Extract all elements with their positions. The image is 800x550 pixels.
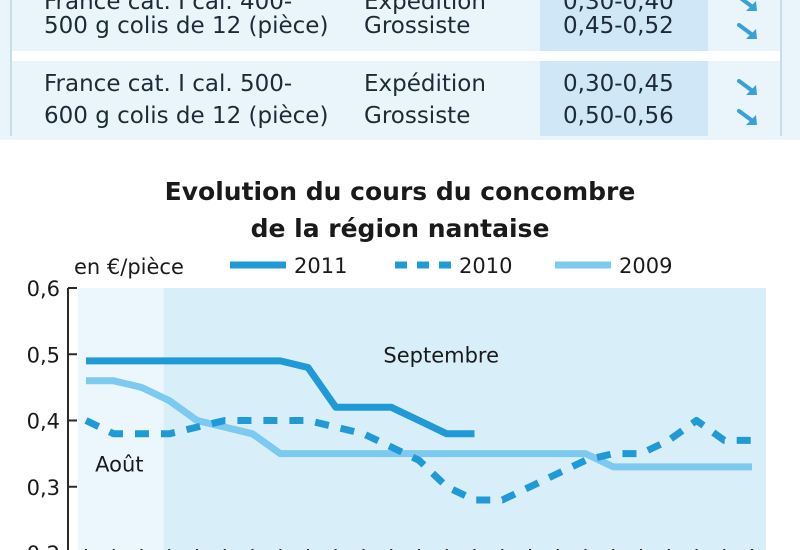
down-right-arrow-icon xyxy=(737,23,757,39)
series-lines xyxy=(84,357,752,504)
row1-price1: 0,30-0,40 xyxy=(563,0,674,15)
row2-stage1: Expédition xyxy=(364,71,486,97)
y-tick-label: 0,5 xyxy=(27,343,60,367)
down-right-arrow-icon xyxy=(739,0,757,11)
table-right-edge xyxy=(780,0,782,136)
row-separator xyxy=(10,51,782,61)
legend-label-2011: 2011 xyxy=(294,254,347,278)
period-label: Août xyxy=(95,453,143,477)
price-column-band xyxy=(540,0,708,136)
chart-title-line1: Evolution du cours du concombre xyxy=(164,177,636,206)
row2-stage2: Grossiste xyxy=(364,103,471,129)
period-label: Septembre xyxy=(383,343,499,367)
series-line-2009 xyxy=(86,377,752,471)
series-line-2011 xyxy=(86,357,475,438)
chart-title-line2: de la région nantaise xyxy=(250,214,550,243)
y-tick-label: 0,3 xyxy=(27,476,60,500)
unit-label: en €/pièce xyxy=(74,255,184,279)
row1-price2: 0,45-0,52 xyxy=(563,13,674,39)
legend: 2011 2010 2009 xyxy=(230,254,672,278)
y-tick-label: 0,4 xyxy=(27,410,60,434)
down-right-arrow-icon xyxy=(737,79,757,95)
legend-label-2009: 2009 xyxy=(619,254,672,278)
price-table: France cat. I cal. 400- 500 g colis de 1… xyxy=(0,0,800,140)
table-left-edge xyxy=(10,0,12,136)
row1-product-line1: France cat. I cal. 400- xyxy=(44,0,293,15)
series-line-2010 xyxy=(84,417,752,504)
legend-label-2010: 2010 xyxy=(459,254,512,278)
row2-price1: 0,30-0,45 xyxy=(563,71,674,97)
y-tick-label: 0,2 xyxy=(27,542,60,550)
row1-stage1: Expédition xyxy=(364,0,486,15)
row2-product-line2: 600 g colis de 12 (pièce) xyxy=(44,103,329,129)
row1-stage2: Grossiste xyxy=(364,13,471,39)
row1-product-line2: 500 g colis de 12 (pièce) xyxy=(44,13,329,39)
period-labels: Août Septembre xyxy=(95,343,499,476)
aout-period-shade xyxy=(78,288,164,550)
down-right-arrow-icon xyxy=(737,109,757,125)
row2-price2: 0,50-0,56 xyxy=(563,103,674,129)
y-tick-label: 0,6 xyxy=(27,277,60,301)
row2-product-line1: France cat. I cal. 500- xyxy=(44,71,293,97)
